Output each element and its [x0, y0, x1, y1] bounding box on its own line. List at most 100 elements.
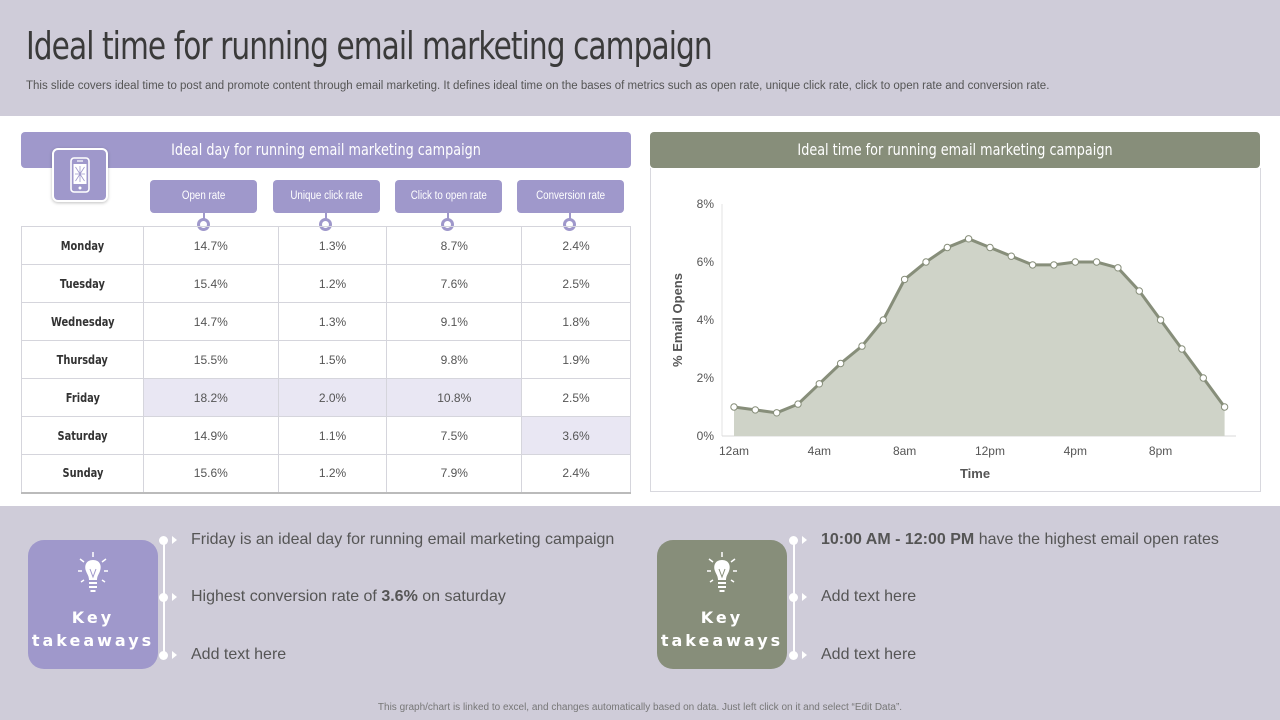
table-cell: 1.8%: [521, 302, 631, 341]
table-cell: 9.8%: [386, 340, 523, 379]
x-tick-label: 8am: [893, 444, 916, 458]
table-cell: 1.1%: [277, 416, 388, 455]
page-subtitle: This slide covers ideal time to post and…: [26, 80, 1050, 92]
day-label: Friday: [65, 390, 100, 405]
table-cell: 15.5%: [143, 340, 279, 379]
table-row: Wednesday 14.7% 1.3% 9.1% 1.8%: [21, 302, 631, 341]
footer-note: This graph/chart is linked to excel, and…: [377, 702, 903, 713]
data-point: [922, 258, 930, 266]
key-label: Key: [71, 608, 115, 627]
day-label: Monday: [60, 238, 105, 253]
connector-stem: [203, 213, 205, 221]
day-cell: Thursday: [21, 340, 144, 379]
page-title: Ideal time for running email marketing c…: [26, 24, 713, 68]
data-point: [900, 275, 909, 284]
table-row: Thursday 15.5% 1.5% 9.8% 1.9%: [21, 340, 631, 379]
x-tick-label: 12pm: [975, 444, 1005, 458]
y-tick-label: 8%: [697, 197, 715, 211]
column-label: Unique click rate: [290, 190, 363, 202]
column-header-click-to-open-rate: Click to open rate: [395, 180, 502, 213]
highlighted-cell: 2.0%: [277, 378, 388, 417]
y-tick-label: 0%: [697, 429, 715, 443]
table-row: Saturday 14.9% 1.1% 7.5% 3.6%: [21, 416, 631, 455]
data-point: [1114, 264, 1122, 272]
key-takeaways-badge-right: Key takeaways: [657, 540, 787, 669]
takeaways-band: [0, 506, 1280, 720]
data-point: [1092, 258, 1101, 266]
x-axis-title: Time: [960, 466, 990, 481]
day-table-header: Ideal day for running email marketing ca…: [21, 132, 631, 168]
table-cell: 14.7%: [143, 226, 279, 265]
table-cell: 7.5%: [386, 416, 523, 455]
table-cell: 1.5%: [277, 340, 388, 379]
data-point: [1050, 261, 1058, 269]
table-cell: 1.2%: [277, 264, 388, 303]
day-cell: Saturday: [21, 416, 144, 455]
table-cell: 1.3%: [277, 302, 388, 341]
table-cell: 2.4%: [521, 454, 631, 494]
email-metrics-table: Monday 14.7% 1.3% 8.7% 2.4% Tuesday 15.4…: [21, 226, 631, 494]
data-point: [1071, 258, 1079, 266]
bullet-arrow: [172, 536, 177, 544]
key-takeaways-badge-left: Key takeaways: [28, 540, 158, 669]
column-header-conversion-rate: Conversion rate: [517, 180, 624, 213]
lightbulb-icon: [707, 552, 737, 592]
table-cell: 8.7%: [386, 226, 523, 265]
timeline-dot: [159, 593, 168, 602]
day-label: Saturday: [57, 428, 108, 443]
day-cell: Friday: [21, 378, 144, 417]
table-cell: 9.1%: [386, 302, 523, 341]
day-cell: Monday: [21, 226, 144, 265]
takeaway-item: Friday is an ideal day for running email…: [191, 531, 615, 548]
timeline-dot: [159, 651, 168, 660]
bullet-arrow: [802, 536, 807, 544]
column-header-unique-click-rate: Unique click rate: [273, 180, 380, 213]
y-axis-title: % Email Opens: [670, 273, 685, 367]
chart-frame: [650, 168, 1261, 492]
timeline-dot: [789, 536, 798, 545]
header-band: [0, 0, 1280, 116]
day-cell: Wednesday: [21, 302, 144, 341]
time-chart-title: Ideal time for running email marketing c…: [797, 140, 1113, 159]
timeline-dot: [789, 651, 798, 660]
table-cell: 7.9%: [386, 454, 523, 494]
table-cell: 2.5%: [521, 264, 631, 303]
table-row: Sunday 15.6% 1.2% 7.9% 2.4%: [21, 454, 631, 494]
data-point: [730, 403, 738, 411]
data-point: [1135, 287, 1143, 295]
x-tick-label: 12am: [719, 444, 749, 458]
data-point: [815, 380, 824, 388]
takeaway-item: Add text here: [821, 646, 917, 663]
highlighted-cell: 18.2%: [143, 378, 279, 417]
table-cell: 2.4%: [521, 226, 631, 265]
day-label: Thursday: [56, 352, 109, 367]
day-label: Tuesday: [60, 276, 105, 291]
table-row: Tuesday 15.4% 1.2% 7.6% 2.5%: [21, 264, 631, 303]
table-cell: 15.4%: [143, 264, 279, 303]
column-header-open-rate: Open rate: [150, 180, 257, 213]
table-cell: 7.6%: [386, 264, 523, 303]
takeaways-label: takeaways: [31, 631, 155, 650]
connector-stem: [569, 213, 571, 221]
y-tick-label: 6%: [697, 255, 715, 269]
day-cell: Tuesday: [21, 264, 144, 303]
timeline-dot: [789, 593, 798, 602]
data-point: [986, 243, 994, 252]
table-cell: 1.9%: [521, 340, 631, 379]
table-cell: 1.3%: [277, 226, 388, 265]
data-point: [1178, 345, 1186, 353]
data-point: [836, 359, 845, 368]
data-point: [858, 342, 866, 350]
takeaway-item: Add text here: [821, 588, 917, 605]
series-line: [733, 237, 1226, 415]
mobile-phone-icon: [52, 148, 108, 202]
day-table-title: Ideal day for running email marketing ca…: [171, 140, 481, 159]
takeaway-item: Add text here: [191, 646, 287, 663]
timeline-dot: [159, 536, 168, 545]
y-tick-label: 2%: [697, 371, 715, 385]
lightbulb-icon: [78, 552, 108, 592]
bullet-arrow: [802, 651, 807, 659]
table-cell: 15.6%: [143, 454, 279, 494]
data-point: [1199, 374, 1207, 382]
data-point: [773, 409, 781, 417]
